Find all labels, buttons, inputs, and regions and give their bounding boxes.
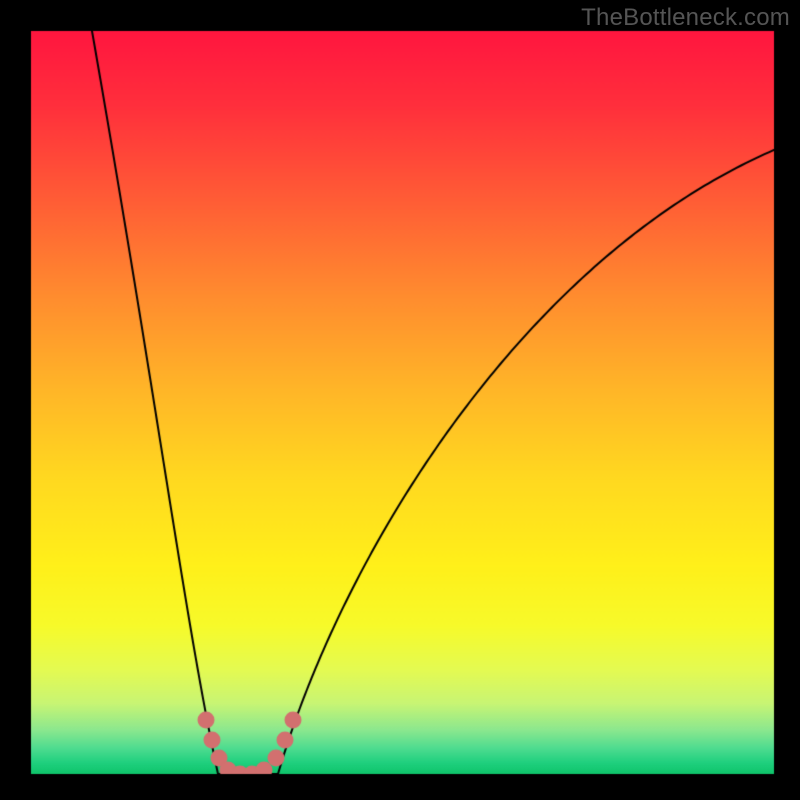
watermark-text: TheBottleneck.com <box>581 4 790 32</box>
chart-stage: TheBottleneck.com <box>0 0 800 800</box>
bottleneck-chart-canvas <box>0 0 800 800</box>
